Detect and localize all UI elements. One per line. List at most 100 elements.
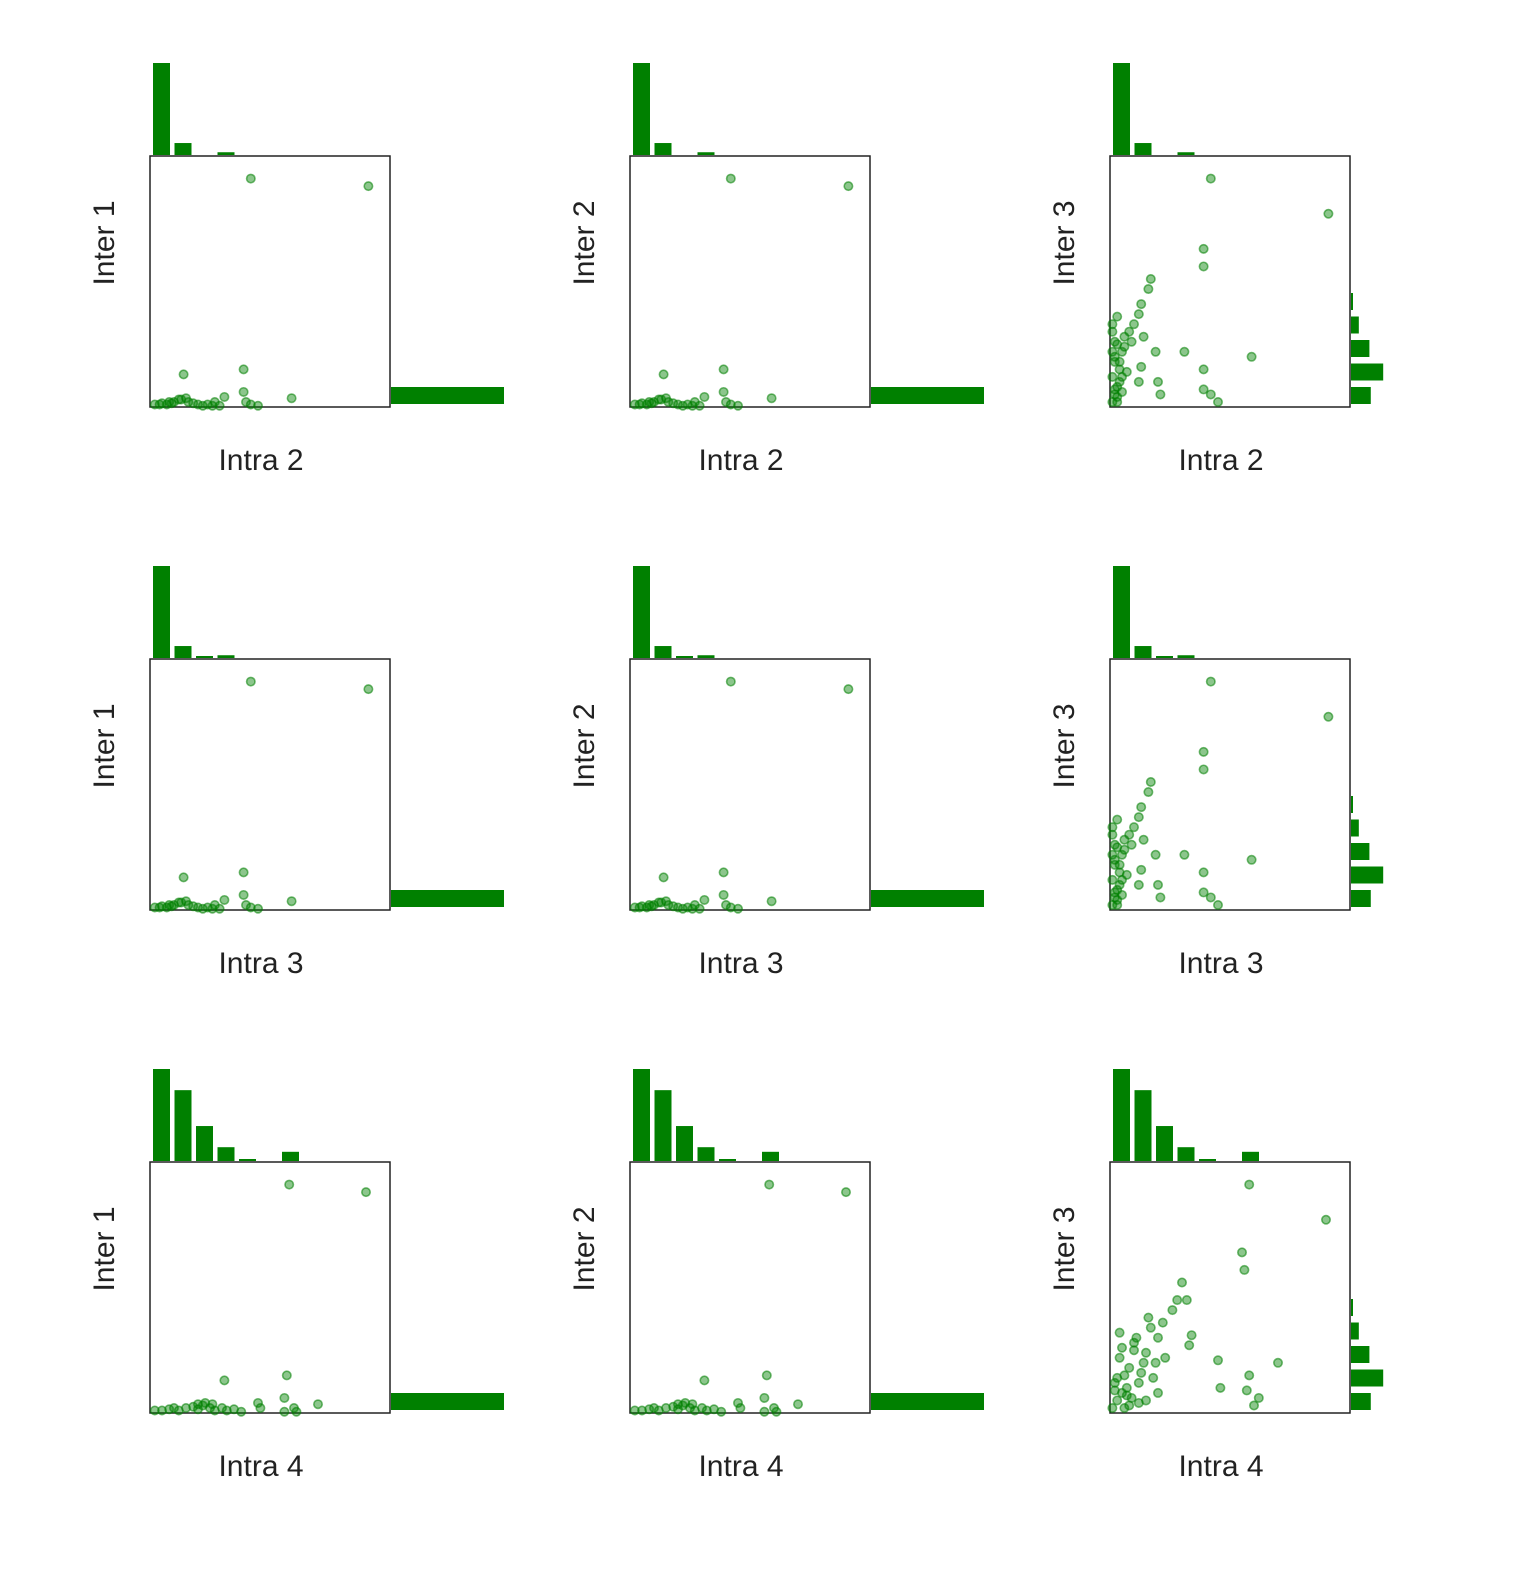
scatter-point bbox=[1177, 1277, 1188, 1288]
scatter-point bbox=[1138, 834, 1149, 845]
scatter-point bbox=[672, 1399, 683, 1410]
top-hist-bar bbox=[1113, 566, 1130, 658]
scatter-point bbox=[241, 899, 252, 910]
scatter-point bbox=[245, 173, 256, 184]
panel-4: Intra 3 Inter 1 bbox=[88, 566, 504, 980]
scatter-point bbox=[1143, 1312, 1154, 1323]
scatter-point bbox=[1145, 776, 1156, 787]
scatter-point bbox=[1114, 376, 1125, 387]
scatter-point bbox=[1323, 711, 1334, 722]
y-axis-label: Inter 1 bbox=[88, 703, 121, 788]
scatter-point bbox=[1109, 1377, 1120, 1388]
scatter-point bbox=[1114, 356, 1125, 367]
scatter-point bbox=[699, 894, 710, 905]
scatter-point bbox=[1253, 1392, 1264, 1403]
y-axis-label: Inter 1 bbox=[88, 200, 121, 285]
top-hist-bar bbox=[1134, 143, 1152, 155]
scatter-point bbox=[363, 181, 374, 192]
x-axis-label: Intra 2 bbox=[218, 444, 303, 477]
top-hist-bar bbox=[174, 143, 192, 155]
right-hist-bar bbox=[1351, 1322, 1359, 1340]
scatter-point bbox=[648, 1402, 659, 1413]
scatter-point bbox=[718, 867, 729, 878]
top-hist-bar bbox=[719, 1159, 736, 1161]
scatter-point bbox=[694, 903, 705, 914]
scatter-point bbox=[245, 902, 256, 913]
scatter-point bbox=[1117, 346, 1128, 357]
scatter-point bbox=[1107, 326, 1118, 337]
scatter-point bbox=[219, 1375, 230, 1386]
panel-6: Intra 3 Inter 3 bbox=[1048, 566, 1384, 980]
scatter-point bbox=[1126, 839, 1137, 850]
scatter-point bbox=[1160, 1352, 1171, 1363]
scatter-point bbox=[1167, 1305, 1178, 1316]
top-hist-bar bbox=[174, 1090, 192, 1161]
scatter-point bbox=[1198, 764, 1209, 775]
scatter-point bbox=[1107, 822, 1118, 833]
scatter-point bbox=[1198, 364, 1209, 375]
scatter-point bbox=[1205, 676, 1216, 687]
scatter-point bbox=[1114, 1352, 1125, 1363]
top-hist-bar bbox=[153, 1069, 170, 1161]
scatter-point bbox=[1138, 1357, 1149, 1368]
scatter-point bbox=[1117, 1342, 1128, 1353]
scatter-point bbox=[1112, 1372, 1123, 1383]
scatter-point bbox=[1107, 371, 1118, 382]
plot-frame bbox=[149, 658, 391, 911]
scatter-point bbox=[1119, 844, 1130, 855]
scatter-point bbox=[219, 391, 230, 402]
scatter-point bbox=[629, 1405, 640, 1416]
scatter-point bbox=[1141, 1395, 1152, 1406]
right-hist-bar bbox=[1351, 293, 1353, 310]
scatter-point bbox=[1273, 1357, 1284, 1368]
plot-frame bbox=[629, 1161, 871, 1414]
scatter-point bbox=[718, 364, 729, 375]
scatter-point bbox=[1321, 1214, 1332, 1225]
scatter-point bbox=[238, 386, 249, 397]
scatter-point bbox=[286, 393, 297, 404]
scatter-point bbox=[214, 400, 225, 411]
scatter-point bbox=[1136, 299, 1147, 310]
scatter-point bbox=[735, 1402, 746, 1413]
scatter-point bbox=[761, 1370, 772, 1381]
scatter-point bbox=[1143, 284, 1154, 295]
top-hist-bar bbox=[1177, 152, 1195, 155]
scatter-point bbox=[245, 676, 256, 687]
scatter-point bbox=[284, 1179, 295, 1190]
scatter-point bbox=[1136, 864, 1147, 875]
scatter-point bbox=[766, 393, 777, 404]
scatter-point bbox=[1246, 854, 1257, 865]
scatter-point bbox=[1129, 822, 1140, 833]
scatter-point bbox=[1133, 1377, 1144, 1388]
top-hist-bar bbox=[217, 1147, 235, 1161]
scatter-point bbox=[840, 1187, 851, 1198]
scatter-point bbox=[1124, 829, 1135, 840]
panel-7: Intra 4 Inter 1 bbox=[88, 1069, 504, 1483]
scatter-point bbox=[214, 903, 225, 914]
top-hist-bar bbox=[239, 1159, 256, 1161]
scatter-point bbox=[792, 1399, 803, 1410]
scatter-point bbox=[1112, 396, 1123, 407]
scatter-point bbox=[178, 369, 189, 380]
scatter-point bbox=[725, 676, 736, 687]
plot-frame bbox=[629, 155, 871, 408]
scatter-point bbox=[253, 903, 264, 914]
scatter-point bbox=[720, 396, 731, 407]
panel-2: Intra 2 Inter 2 bbox=[568, 63, 984, 477]
scatter-point bbox=[157, 1405, 168, 1416]
scatter-point bbox=[1109, 887, 1120, 898]
right-hist-bar bbox=[1351, 1393, 1371, 1410]
scatter-point bbox=[1107, 874, 1118, 885]
x-axis-label: Intra 3 bbox=[698, 947, 783, 980]
scatter-point bbox=[1107, 346, 1118, 357]
right-hist-bar bbox=[1351, 387, 1371, 404]
scatter-point bbox=[149, 1405, 160, 1416]
scatter-point bbox=[221, 1405, 232, 1416]
scatter-point bbox=[1145, 1322, 1156, 1333]
scatter-point bbox=[1114, 859, 1125, 870]
scatter-point bbox=[701, 1405, 712, 1416]
scatter-point bbox=[658, 872, 669, 883]
scatter-point bbox=[281, 1370, 292, 1381]
right-hist-bar bbox=[1351, 340, 1370, 357]
scatter-point bbox=[193, 1399, 204, 1410]
